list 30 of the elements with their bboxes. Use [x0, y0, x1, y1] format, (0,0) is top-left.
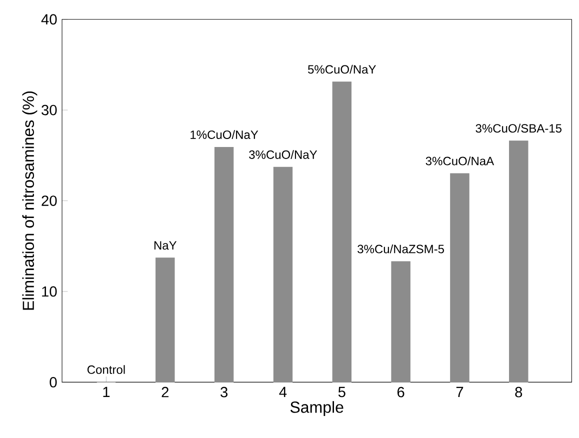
annotation: NaY — [154, 241, 177, 250]
x-tick-label: 3 — [220, 387, 228, 398]
bar — [391, 261, 410, 383]
annotation: 3%Cu/NaZSM-5 — [358, 244, 444, 254]
x-tick-label: 8 — [515, 387, 522, 398]
x-axis-title: Sample — [290, 401, 344, 416]
annotation: 5%CuO/NaY — [308, 65, 376, 74]
bar — [214, 147, 234, 383]
x-tick-label: 7 — [456, 387, 464, 398]
bar — [273, 167, 293, 383]
y-tick-label: 40 — [41, 14, 57, 25]
annotation: Control — [87, 365, 125, 374]
annotation: 3%CuO/NaA — [426, 156, 494, 166]
y-axis-title: Elimination of nitrosamines (%) — [22, 92, 38, 310]
x-tick-label: 2 — [162, 387, 168, 398]
y-tick-label: 10 — [42, 286, 57, 297]
annotation: 3%CuO/NaY — [249, 150, 318, 160]
x-tick-label: 1 — [103, 387, 110, 398]
y-tick-label: 0 — [50, 377, 57, 388]
x-tick-label: 5 — [338, 387, 346, 398]
annotation: 3%CuO/SBA-15 — [476, 124, 562, 133]
bar — [450, 174, 470, 383]
annotation: 1%CuO/NaY — [190, 130, 258, 140]
bar — [509, 140, 528, 383]
x-tick-label: 4 — [279, 387, 287, 398]
bar — [156, 258, 175, 383]
y-tick-label: 20 — [42, 196, 57, 206]
x-tick-label: 6 — [397, 387, 404, 398]
bar — [332, 82, 352, 383]
y-tick-label: 30 — [42, 105, 57, 116]
